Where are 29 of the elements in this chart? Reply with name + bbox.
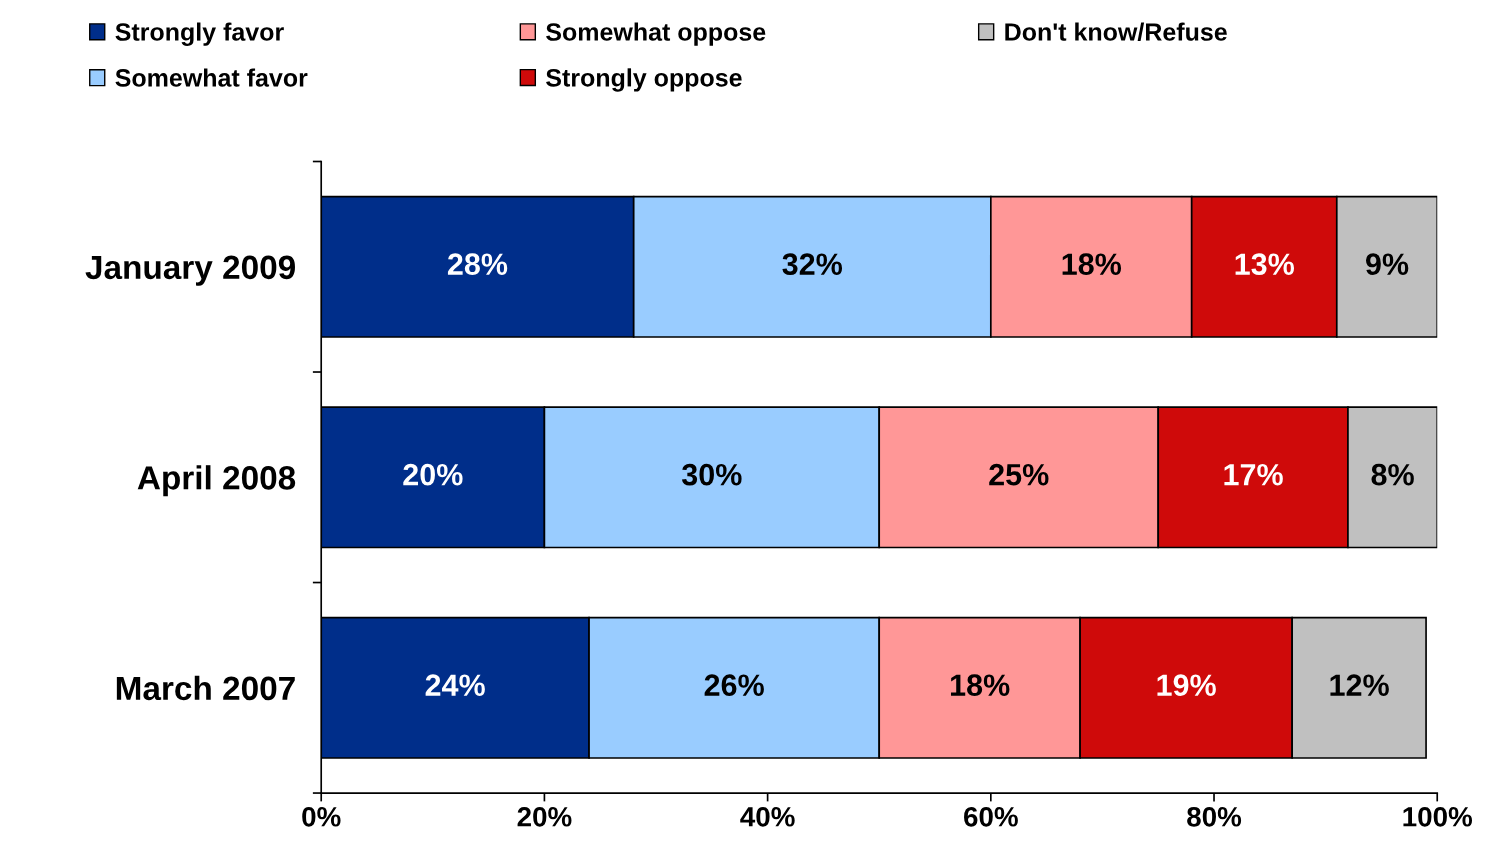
- y-tick-label: January 2009: [85, 255, 295, 286]
- data-label: 26%: [704, 674, 764, 696]
- legend-label: Strongly favor: [115, 22, 284, 46]
- legend-label: Don't know/Refuse: [1005, 22, 1227, 42]
- x-tick-label: 60%: [964, 806, 1018, 827]
- legend-label: Somewhat oppose: [546, 22, 766, 46]
- data-label: 12%: [1330, 674, 1389, 696]
- x-tick-label: 0%: [302, 806, 341, 827]
- data-label: 18%: [951, 674, 1010, 696]
- data-label: 32%: [782, 253, 843, 275]
- x-tick-label: 80%: [1187, 806, 1242, 827]
- data-label: 20%: [403, 463, 463, 486]
- data-label: 30%: [681, 463, 742, 486]
- data-label: 19%: [1157, 674, 1216, 696]
- data-label: 28%: [447, 253, 508, 275]
- data-label: 9%: [1365, 253, 1409, 275]
- data-label: 17%: [1224, 463, 1283, 486]
- y-tick-label: April 2008: [137, 465, 296, 497]
- x-tick-label: 20%: [517, 806, 572, 827]
- data-label: 25%: [989, 463, 1049, 486]
- x-tick-label: 40%: [740, 806, 795, 827]
- data-label: 8%: [1371, 463, 1414, 486]
- legend-label: Somewhat favor: [115, 68, 308, 87]
- data-label: 13%: [1235, 253, 1295, 275]
- legend-label: Strongly oppose: [546, 68, 742, 92]
- y-tick-label: March 2007: [116, 675, 295, 701]
- data-label: 18%: [1062, 253, 1122, 275]
- x-tick-label: 100%: [1403, 806, 1473, 827]
- data-label: 24%: [425, 674, 485, 696]
